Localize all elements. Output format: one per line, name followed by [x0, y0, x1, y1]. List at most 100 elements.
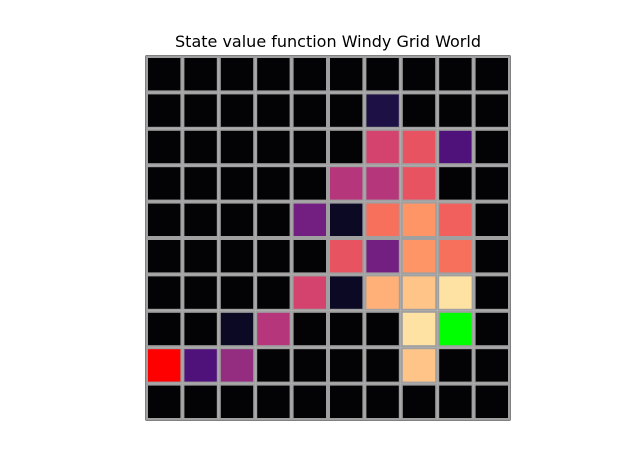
grid-cell-r5-c4: [291, 238, 329, 275]
grid-cell-r8-c8: [437, 347, 474, 384]
grid-cell-r2-c1: [182, 128, 219, 166]
grid-cell-r5-c7: [400, 238, 438, 275]
grid-cell-r3-c6: [364, 165, 401, 202]
grid-cell-r4-c8: [437, 201, 474, 239]
grid-cell-r8-c5: [328, 347, 365, 384]
grid-cell-r8-c0: [146, 347, 183, 384]
grid-cell-r5-c9: [473, 238, 511, 275]
grid-cell-r0-c1: [182, 56, 219, 93]
grid-cell-r0-c0: [146, 56, 183, 93]
grid-cell-r9-c8: [437, 383, 474, 421]
grid-cell-r7-c0: [146, 310, 183, 348]
grid-cell-r9-c5: [328, 383, 365, 421]
grid-cell-r4-c9: [473, 201, 511, 239]
grid-cell-r2-c0: [146, 128, 183, 166]
grid-cell-r6-c6: [364, 274, 401, 311]
grid-cell-r1-c6: [364, 92, 401, 129]
grid-cell-r3-c4: [291, 165, 329, 202]
grid-cell-r8-c1: [182, 347, 219, 384]
grid-cell-r4-c2: [218, 201, 256, 239]
grid-cell-r0-c3: [255, 56, 292, 93]
grid-cell-r3-c8: [437, 165, 474, 202]
grid-cell-r6-c0: [146, 274, 183, 311]
grid-cell-r1-c0: [146, 92, 183, 129]
grid-cell-r7-c6: [364, 310, 401, 348]
grid-cell-r6-c9: [473, 274, 511, 311]
grid-cell-r7-c9: [473, 310, 511, 348]
grid-cell-r9-c9: [473, 383, 511, 421]
grid-cell-r6-c2: [218, 274, 256, 311]
grid-cell-r7-c7: [400, 310, 438, 348]
chart-title: State value function Windy Grid World: [175, 32, 481, 51]
grid-cell-r9-c1: [182, 383, 219, 421]
grid-cell-r3-c9: [473, 165, 511, 202]
grid-cell-r4-c5: [328, 201, 365, 239]
grid-cell-r6-c7: [400, 274, 438, 311]
grid-cell-r8-c7: [400, 347, 438, 384]
grid-cell-r7-c5: [328, 310, 365, 348]
grid-cell-r9-c6: [364, 383, 401, 421]
grid-cell-r5-c3: [255, 238, 292, 275]
grid-cell-r5-c0: [146, 238, 183, 275]
grid-cell-r1-c2: [218, 92, 256, 129]
grid-cell-r4-c0: [146, 201, 183, 239]
grid-cell-r1-c8: [437, 92, 474, 129]
grid-cell-r2-c2: [218, 128, 256, 166]
grid-cell-r8-c4: [291, 347, 329, 384]
grid-cell-r4-c1: [182, 201, 219, 239]
grid-cell-r7-c1: [182, 310, 219, 348]
grid-cell-r0-c5: [328, 56, 365, 93]
grid-cell-r5-c8: [437, 238, 474, 275]
grid-cell-r5-c6: [364, 238, 401, 275]
grid-cell-r6-c1: [182, 274, 219, 311]
grid-cell-r1-c9: [473, 92, 511, 129]
grid-cell-r8-c3: [255, 347, 292, 384]
grid-cell-r2-c4: [291, 128, 329, 166]
grid-cell-r0-c4: [291, 56, 329, 93]
grid-cell-r0-c8: [437, 56, 474, 93]
grid-cell-r8-c9: [473, 347, 511, 384]
cells-layer: [146, 56, 511, 421]
grid-cell-r9-c4: [291, 383, 329, 421]
grid-cell-r0-c2: [218, 56, 256, 93]
grid-cell-r9-c2: [218, 383, 256, 421]
grid-cell-r0-c6: [364, 56, 401, 93]
grid-cell-r6-c8: [437, 274, 474, 311]
grid-cell-r0-c9: [473, 56, 511, 93]
grid-cell-r0-c7: [400, 56, 438, 93]
grid-cell-r3-c0: [146, 165, 183, 202]
grid-cell-r6-c4: [291, 274, 329, 311]
grid-cell-r6-c5: [328, 274, 365, 311]
grid-cell-r4-c7: [400, 201, 438, 239]
grid-cell-r2-c8: [437, 128, 474, 166]
grid-cell-r1-c5: [328, 92, 365, 129]
grid-cell-r3-c2: [218, 165, 256, 202]
grid-cell-r4-c3: [255, 201, 292, 239]
grid-cell-r8-c2: [218, 347, 256, 384]
grid-cell-r3-c7: [400, 165, 438, 202]
grid-cell-r4-c4: [291, 201, 329, 239]
grid-cell-r3-c3: [255, 165, 292, 202]
grid-cell-r5-c1: [182, 238, 219, 275]
grid-cell-r2-c6: [364, 128, 401, 166]
grid-cell-r9-c0: [146, 383, 183, 421]
grid-cell-r2-c3: [255, 128, 292, 166]
grid-cell-r1-c3: [255, 92, 292, 129]
grid-cell-r2-c5: [328, 128, 365, 166]
grid-cell-r5-c5: [328, 238, 365, 275]
grid-cell-r1-c1: [182, 92, 219, 129]
grid-cell-r7-c8: [437, 310, 474, 348]
grid-cell-r6-c3: [255, 274, 292, 311]
grid-cell-r7-c3: [255, 310, 292, 348]
grid-cell-r2-c7: [400, 128, 438, 166]
grid-cell-r9-c3: [255, 383, 292, 421]
grid-cell-r5-c2: [218, 238, 256, 275]
grid-cell-r9-c7: [400, 383, 438, 421]
grid-cell-r8-c6: [364, 347, 401, 384]
grid-cell-r7-c2: [218, 310, 256, 348]
grid-cell-r7-c4: [291, 310, 329, 348]
grid-cell-r3-c1: [182, 165, 219, 202]
grid-cell-r4-c6: [364, 201, 401, 239]
grid-cell-r1-c4: [291, 92, 329, 129]
